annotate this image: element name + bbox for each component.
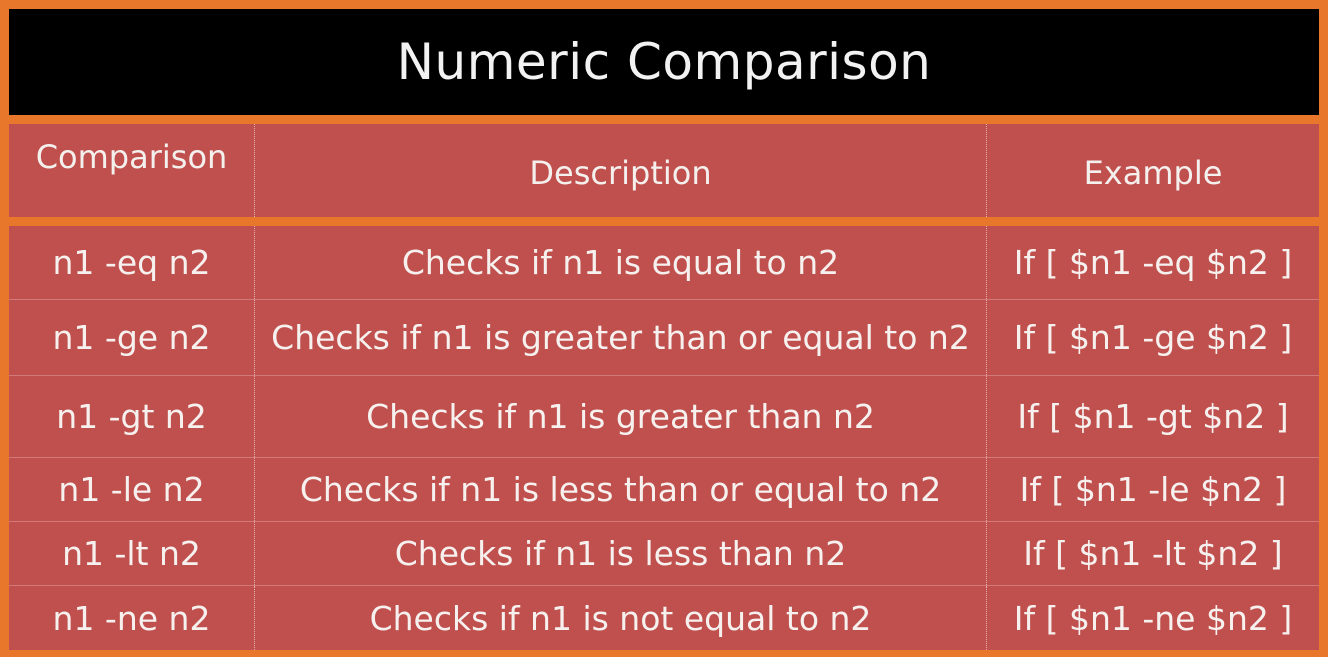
comparison-cell: n1 -le n2	[9, 458, 255, 521]
example-cell: If [ $n1 -gt $n2 ]	[1017, 397, 1289, 436]
table-body: n1 -eq n2 Checks if n1 is equal to n2 If…	[9, 226, 1319, 650]
description-cell: Checks if n1 is greater than n2	[255, 376, 987, 457]
example-cell: If [ $n1 -le $n2 ]	[1019, 470, 1287, 509]
description-cell: Checks if n1 is greater than or equal to…	[255, 300, 987, 375]
table-row: n1 -gt n2 Checks if n1 is greater than n…	[9, 376, 1319, 458]
comparison-cell: n1 -ge n2	[9, 300, 255, 375]
table-row: n1 -ne n2 Checks if n1 is not equal to n…	[9, 586, 1319, 650]
title-bar: Numeric Comparison	[9, 9, 1319, 115]
table-header-row: Comparison Description Example	[9, 124, 1319, 217]
example-cell: If [ $n1 -lt $n2 ]	[1023, 534, 1283, 573]
description-cell: Checks if n1 is less than or equal to n2	[255, 458, 987, 521]
description-cell: Checks if n1 is equal to n2	[255, 226, 987, 299]
example-cell: If [ $n1 -ne $n2 ]	[1013, 598, 1293, 638]
table-row: n1 -ge n2 Checks if n1 is greater than o…	[9, 300, 1319, 376]
table-row: n1 -le n2 Checks if n1 is less than or e…	[9, 458, 1319, 522]
example-cell: If [ $n1 -ge $n2 ]	[1013, 318, 1293, 357]
table-row: n1 -lt n2 Checks if n1 is less than n2 I…	[9, 522, 1319, 586]
description-cell: Checks if n1 is less than n2	[255, 522, 987, 585]
comparison-cell: n1 -lt n2	[9, 522, 255, 585]
comparison-cell: n1 -gt n2	[9, 376, 255, 457]
column-header-comparison: Comparison	[9, 124, 255, 217]
table-row: n1 -eq n2 Checks if n1 is equal to n2 If…	[9, 226, 1319, 300]
example-cell: If [ $n1 -eq $n2 ]	[1013, 243, 1293, 282]
description-cell: Checks if n1 is not equal to n2	[255, 586, 987, 650]
comparison-cell: n1 -ne n2	[9, 586, 255, 650]
comparison-cell: n1 -eq n2	[9, 226, 255, 299]
column-header-description: Description	[255, 124, 987, 217]
column-header-example: Example	[1083, 153, 1223, 192]
page-title: Numeric Comparison	[396, 33, 932, 91]
